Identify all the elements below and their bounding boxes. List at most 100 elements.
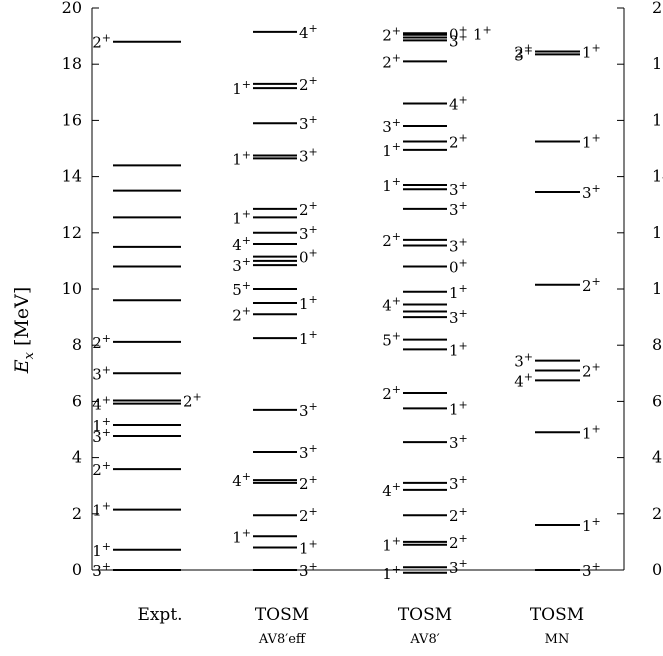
category-labels: Expt. TOSM AV8′eff TOSM AV8′ TOSM MN — [137, 605, 584, 647]
y-tick-label-right: 0 — [652, 560, 662, 579]
level-spin-label: 3+ — [582, 560, 601, 580]
level-spin-label: 1+ — [232, 207, 251, 227]
level-spin-label: 1+ — [232, 78, 251, 98]
level-spin-label: 1+ — [299, 328, 318, 348]
level-column-2: 3+1+1+2+2+4+3+3+1+2+ 1+5+3+ 0+4+ 3+1+ 2+1+ 3+… — [232, 22, 318, 580]
y-tick-label-right: 8 — [652, 335, 662, 354]
level-spin-label: 3+ — [449, 235, 468, 255]
level-column-1: 3+1+1+2+3+1+4+ 2+3+2+2+ — [92, 32, 202, 580]
level-spin-label: 2+ — [449, 532, 468, 552]
y-tick-label-right: 2 — [652, 504, 662, 523]
level-spin-label: 2+ — [299, 199, 318, 219]
y-tick-label-left: 12 — [62, 223, 82, 242]
y-tick-label-right: 20 — [652, 0, 663, 17]
level-spin-label: 3+ — [449, 179, 468, 199]
level-spin-label: 4+ — [299, 22, 318, 42]
level-spin-label: 2+ — [299, 473, 318, 493]
level-spin-label: 1+ — [382, 175, 401, 195]
levels: 3+1+1+2+3+1+4+ 2+3+2+2+3+1+1+2+2+4+3+3+1+… — [92, 22, 601, 583]
level-spin-label: 2+ — [582, 275, 601, 295]
level-spin-label: 2+ — [232, 304, 251, 324]
axes: 0 0 2 2 4 4 6 6 8 8 10 10 12 12 14 14 16 16 18 18 20 20 — [62, 0, 663, 579]
level-spin-label: 2+ — [92, 32, 111, 52]
level-spin-label: 2+ — [449, 505, 468, 525]
level-spin-label: 2+ — [299, 505, 318, 525]
level-spin-label: 1+ — [299, 538, 318, 558]
level-spin-label: 3+ — [92, 363, 111, 383]
y-tick-label-left: 6 — [72, 391, 82, 410]
level-spin-label: 3+ — [514, 351, 533, 371]
level-spin-label: 1+ — [299, 293, 318, 313]
level-spin-label: 2+ — [183, 391, 202, 411]
level-spin-label: 3+ — [582, 182, 601, 202]
level-spin-label: 2+ — [582, 360, 601, 380]
level-spin-label: 2+ — [382, 383, 401, 403]
y-axis-label: Ex[MeV] — [11, 287, 37, 374]
level-spin-label: 3+ — [299, 223, 318, 243]
level-spin-label: 3+ — [449, 199, 468, 219]
y-tick-label-left: 18 — [62, 54, 82, 73]
level-spin-label: 3+ — [449, 473, 468, 493]
level-spin-label: 1+ — [582, 42, 601, 62]
level-spin-label: 4+ — [232, 470, 251, 490]
y-tick-label-left: 4 — [72, 448, 82, 467]
level-spin-label: 4+ — [92, 394, 111, 414]
y-tick-label-right: 18 — [652, 54, 663, 73]
y-tick-label-right: 6 — [652, 391, 662, 410]
level-spin-label: 3+ — [299, 560, 318, 580]
y-tick-label-left: 2 — [72, 504, 82, 523]
level-spin-label: 4+ — [382, 480, 401, 500]
y-tick-label-left: 8 — [72, 335, 82, 354]
level-spin-label: 4+ — [514, 370, 533, 390]
level-spin-label: 3+ — [449, 307, 468, 327]
y-tick-label-left: 20 — [62, 0, 82, 17]
level-spin-label: 5+ — [232, 279, 251, 299]
y-tick-label-right: 4 — [652, 448, 662, 467]
column-subtitle: MN — [545, 632, 570, 647]
level-spin-label: 3+ — [232, 255, 251, 275]
level-spin-label: 3+ — [299, 442, 318, 462]
level-spin-label: 4+ — [449, 94, 468, 114]
level-spin-label: 0+ — [299, 247, 318, 267]
level-spin-label: 2+ — [449, 131, 468, 151]
level-spin-label: 3+ — [449, 30, 468, 50]
y-tick-label-left: 0 — [72, 560, 82, 579]
level-spin-label: 1+ — [449, 282, 468, 302]
level-spin-label: 4+ — [382, 294, 401, 314]
level-spin-label: 2+ — [382, 25, 401, 45]
level-column-4: 3+1+1+4+ 2+3+2+3+1+3+2+ 1+ — [514, 42, 601, 580]
level-spin-label: 1+ — [382, 563, 401, 583]
level-spin-label: 1+ — [473, 23, 492, 43]
level-spin-label: 0+ — [449, 23, 468, 43]
level-spin-label: 3+ — [299, 146, 318, 166]
column-title: TOSM — [255, 605, 309, 625]
column-subtitle: AV8′eff — [258, 632, 307, 647]
y-tick-label-right: 16 — [652, 110, 663, 129]
level-column-3: 1+ 3+1+ 2+2+4+ 3+3+1+2+1+5+3+4+ 1+0+3+2+3+3+… — [382, 23, 492, 583]
level-spin-label: 1+ — [449, 398, 468, 418]
y-tick-label-right: 10 — [652, 279, 663, 298]
level-spin-label: 1+ — [382, 535, 401, 555]
y-tick-label-left: 10 — [62, 279, 82, 298]
level-spin-label: 2+ — [299, 74, 318, 94]
level-spin-label: 3+ — [449, 432, 468, 452]
y-tick-label-right: 12 — [652, 223, 663, 242]
level-spin-label: 1+ — [92, 500, 111, 520]
column-title: Expt. — [137, 605, 182, 625]
level-spin-label: 1+ — [582, 422, 601, 442]
level-spin-label: 5+ — [382, 330, 401, 350]
level-spin-label: 1+ — [92, 415, 111, 435]
level-spin-label: 1+ — [232, 148, 251, 168]
level-spin-label: 1+ — [449, 339, 468, 359]
y-tick-label-right: 14 — [652, 167, 663, 186]
level-spin-label: 1+ — [382, 140, 401, 160]
level-spin-label: 2+ — [382, 51, 401, 71]
level-spin-label: 1+ — [92, 540, 111, 560]
level-spin-label: 3+ — [92, 560, 111, 580]
level-spin-label: 2+ — [514, 42, 533, 62]
level-spin-label: 3+ — [92, 426, 111, 446]
level-spin-label: 3+ — [299, 400, 318, 420]
level-spin-label: 2+ — [92, 332, 111, 352]
level-spin-label: 3+ — [299, 113, 318, 133]
